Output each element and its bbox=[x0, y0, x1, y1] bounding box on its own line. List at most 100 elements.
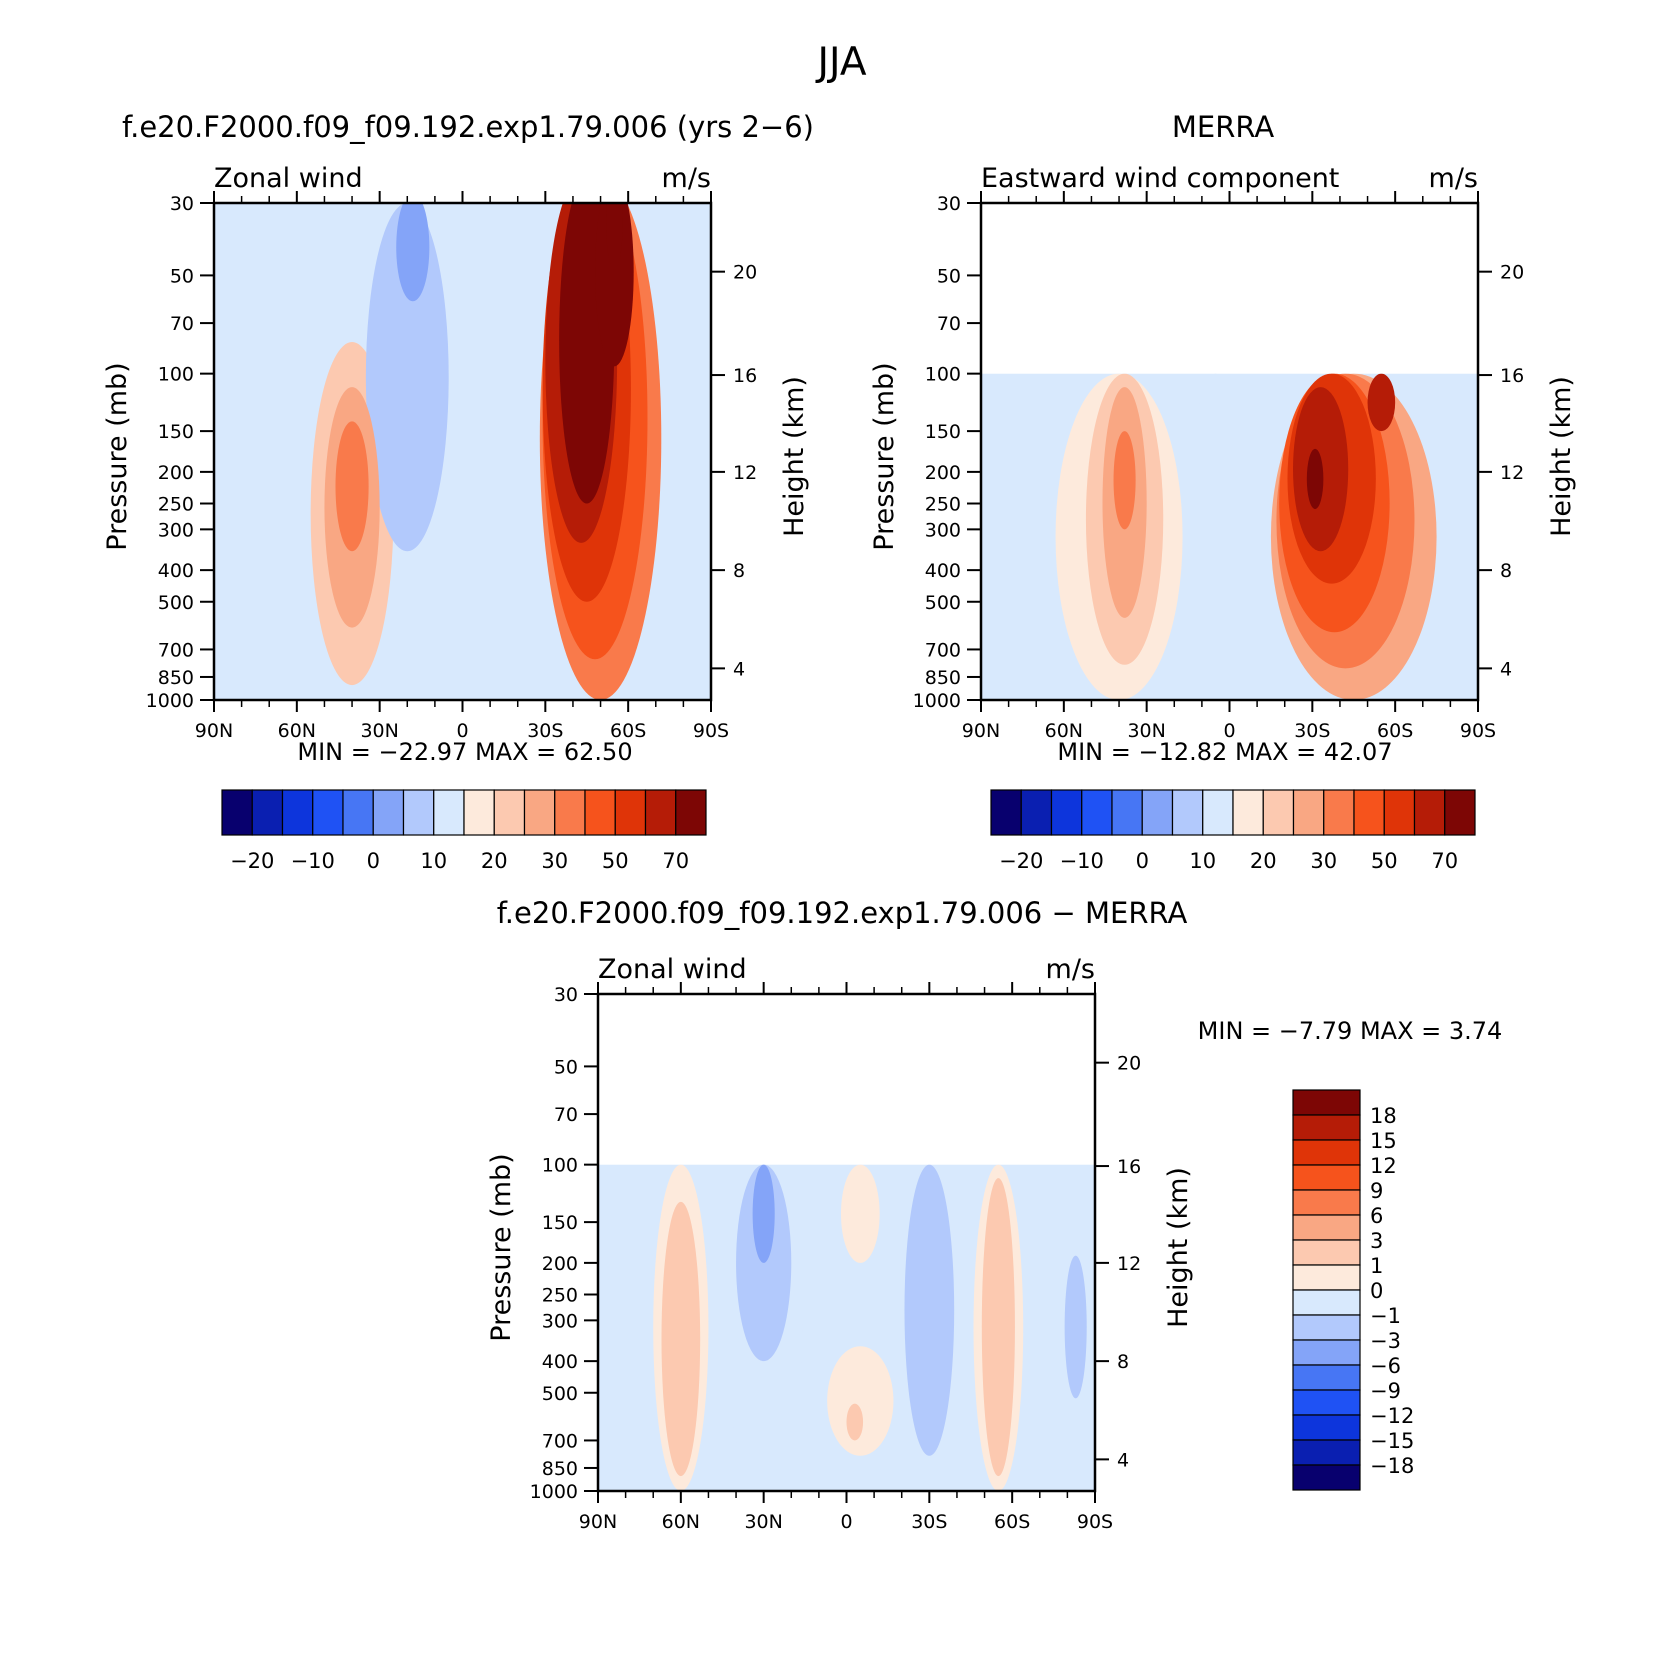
y-tick-label: 300 bbox=[542, 1310, 578, 1332]
colorbar-swatch bbox=[1292, 1464, 1361, 1491]
colorbar-swatch bbox=[1292, 1414, 1361, 1441]
colorbar-swatch bbox=[1292, 1314, 1361, 1341]
y-tick-label: 200 bbox=[542, 1253, 578, 1275]
colorbar-label: −3 bbox=[1370, 1329, 1401, 1353]
x-tick-label: 90N bbox=[962, 720, 1000, 742]
x-tick-label: 0 bbox=[840, 1511, 852, 1533]
height-tick-label: 20 bbox=[1500, 262, 1524, 284]
colorbar-swatch bbox=[281, 789, 314, 836]
y-tick-label: 250 bbox=[925, 494, 961, 516]
contour-region bbox=[981, 1178, 1015, 1477]
contour-field-model bbox=[214, 203, 711, 700]
y-tick-label: 500 bbox=[925, 592, 961, 614]
y-tick-label: 850 bbox=[542, 1458, 578, 1480]
colorbar-label: −15 bbox=[1370, 1429, 1414, 1453]
y-tick-label: 50 bbox=[937, 265, 961, 287]
colorbar-label: 18 bbox=[1370, 1104, 1397, 1128]
colorbar-swatch bbox=[1292, 1364, 1361, 1391]
colorbar-swatch bbox=[675, 789, 707, 836]
y-tick-label: 200 bbox=[925, 462, 961, 484]
colorbar-swatch bbox=[463, 789, 495, 836]
colorbar-swatch bbox=[1292, 1389, 1361, 1416]
colorbar-swatch bbox=[523, 789, 556, 836]
colorbar-swatch bbox=[1292, 1289, 1361, 1316]
y-tick-label: 1000 bbox=[146, 690, 194, 712]
colorbar-label: 3 bbox=[1370, 1229, 1383, 1253]
colorbar-swatch bbox=[1050, 789, 1083, 836]
y-axis-title: Pressure (mb) bbox=[102, 362, 133, 550]
y-axis-title: Pressure (mb) bbox=[486, 1153, 517, 1341]
colorbar-swatch bbox=[1141, 789, 1174, 836]
contour-field-diff bbox=[598, 1164, 1095, 1491]
x-tick-label: 60S bbox=[610, 720, 646, 742]
colorbar-label: 6 bbox=[1370, 1204, 1383, 1228]
colorbar-swatch bbox=[372, 789, 405, 836]
y-tick-label: 700 bbox=[542, 1430, 578, 1452]
contour-field-merra bbox=[981, 373, 1478, 700]
y-tick-label: 300 bbox=[925, 519, 961, 541]
colorbar-label: 30 bbox=[1310, 849, 1337, 873]
y-tick-label: 850 bbox=[158, 667, 194, 689]
colorbar-label: 0 bbox=[1370, 1279, 1383, 1303]
height-tick-label: 20 bbox=[1117, 1053, 1141, 1075]
height-tick-label: 8 bbox=[1117, 1351, 1129, 1373]
y-tick-label: 400 bbox=[158, 560, 194, 582]
colorbar-swatch bbox=[1444, 789, 1476, 836]
colorbar-swatch bbox=[554, 789, 586, 836]
height-tick-label: 4 bbox=[1117, 1449, 1129, 1471]
y-tick-label: 250 bbox=[158, 494, 194, 516]
y2-axis-title: Height (km) bbox=[779, 376, 810, 537]
colorbar-label: −10 bbox=[291, 849, 335, 873]
units-label: m/s bbox=[1046, 954, 1095, 985]
colorbar-swatch bbox=[1171, 789, 1204, 836]
y-tick-label: 70 bbox=[554, 1104, 578, 1126]
height-tick-label: 8 bbox=[733, 560, 745, 582]
colorbar-model: −20 −10 0 10 20 30 50 70 bbox=[221, 789, 707, 873]
colorbar-label: 10 bbox=[1189, 849, 1216, 873]
panel-title-merra: MERRA bbox=[1172, 110, 1274, 144]
contour-region bbox=[827, 1346, 894, 1456]
colorbar-merra: −20 −10 0 10 20 30 50 70 bbox=[990, 789, 1476, 873]
colorbar-swatch bbox=[1353, 789, 1385, 836]
colorbar-label: 9 bbox=[1370, 1179, 1383, 1203]
units-label: m/s bbox=[1429, 163, 1478, 194]
colorbar-swatch bbox=[312, 789, 344, 836]
colorbar-label: −20 bbox=[230, 849, 274, 873]
colorbar-label: 12 bbox=[1370, 1154, 1397, 1178]
x-tick-label: 30N bbox=[1127, 720, 1165, 742]
colorbar-swatch bbox=[342, 789, 374, 836]
colorbar-swatch bbox=[584, 789, 616, 836]
height-tick-label: 4 bbox=[1500, 658, 1512, 680]
height-tick-label: 12 bbox=[733, 462, 757, 484]
y-tick-label: 400 bbox=[925, 560, 961, 582]
colorbar-label: −10 bbox=[1060, 849, 1104, 873]
colorbar-swatch bbox=[1292, 1264, 1361, 1291]
height-tick-label: 4 bbox=[733, 658, 745, 680]
panel-title-model: f.e20.F2000.f09_f09.192.exp1.79.006 (yrs… bbox=[122, 110, 814, 144]
contour-region bbox=[904, 1164, 955, 1456]
height-tick-label: 16 bbox=[733, 365, 757, 387]
y-tick-label: 850 bbox=[925, 667, 961, 689]
colorbar-swatch bbox=[1292, 789, 1325, 836]
colorbar-label: 0 bbox=[1136, 849, 1149, 873]
y2-axis-title: Height (km) bbox=[1546, 376, 1577, 537]
variable-label: Zonal wind bbox=[214, 163, 363, 194]
y-tick-label: 100 bbox=[925, 364, 961, 386]
y-tick-label: 500 bbox=[542, 1383, 578, 1405]
y-axis-title: Pressure (mb) bbox=[869, 362, 900, 550]
x-tick-label: 90S bbox=[1077, 1511, 1113, 1533]
y-tick-label: 1000 bbox=[913, 690, 961, 712]
y-tick-label: 1000 bbox=[530, 1481, 578, 1503]
x-tick-label: 60N bbox=[1045, 720, 1083, 742]
height-tick-label: 8 bbox=[1500, 560, 1512, 582]
y-tick-label: 150 bbox=[925, 421, 961, 443]
colorbar-label: 15 bbox=[1370, 1129, 1397, 1153]
colorbar-swatch bbox=[493, 789, 526, 836]
colorbar-swatch bbox=[221, 789, 253, 836]
colorbar-swatch bbox=[1323, 789, 1355, 836]
x-tick-label: 0 bbox=[1223, 720, 1235, 742]
